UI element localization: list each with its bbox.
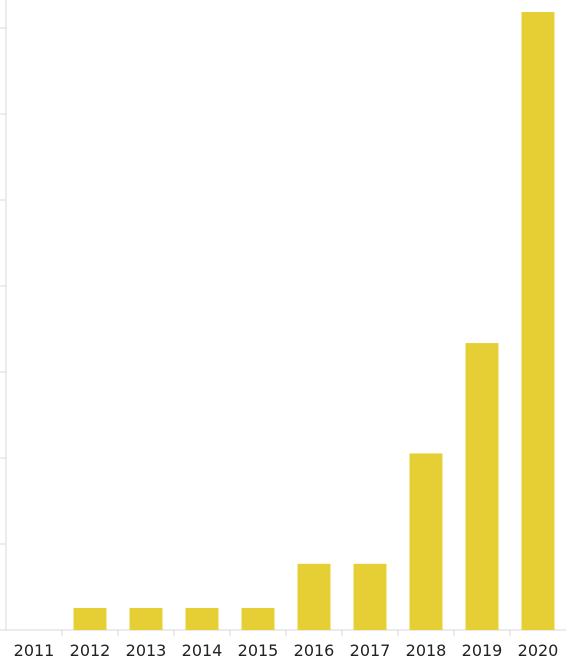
bar-2020 (521, 12, 555, 630)
bar-2018 (409, 453, 443, 630)
bar-2019 (465, 343, 499, 630)
x-tick-label-2015: 2015 (238, 641, 279, 660)
y-axis (0, 0, 7, 631)
x-tick-label-2018: 2018 (406, 641, 447, 660)
bar-2016 (297, 563, 331, 630)
bar-2013 (129, 607, 163, 630)
x-axis (6, 629, 566, 636)
bar-2015 (241, 607, 275, 630)
x-tick-labels: 2011 2012 2013 2014 2015 2016 2017 2018 2019 2020 (14, 641, 559, 660)
x-tick-label-2014: 2014 (182, 641, 223, 660)
bars (73, 12, 555, 630)
bar-2017 (353, 563, 387, 630)
bar-2012 (73, 607, 107, 630)
x-tick-label-2020: 2020 (518, 641, 559, 660)
x-tick-label-2011: 2011 (14, 641, 55, 660)
x-tick-label-2013: 2013 (126, 641, 167, 660)
bar-2014 (185, 607, 219, 630)
x-tick-label-2017: 2017 (350, 641, 391, 660)
x-tick-label-2012: 2012 (70, 641, 111, 660)
x-tick-label-2016: 2016 (294, 641, 335, 660)
x-tick-label-2019: 2019 (462, 641, 503, 660)
